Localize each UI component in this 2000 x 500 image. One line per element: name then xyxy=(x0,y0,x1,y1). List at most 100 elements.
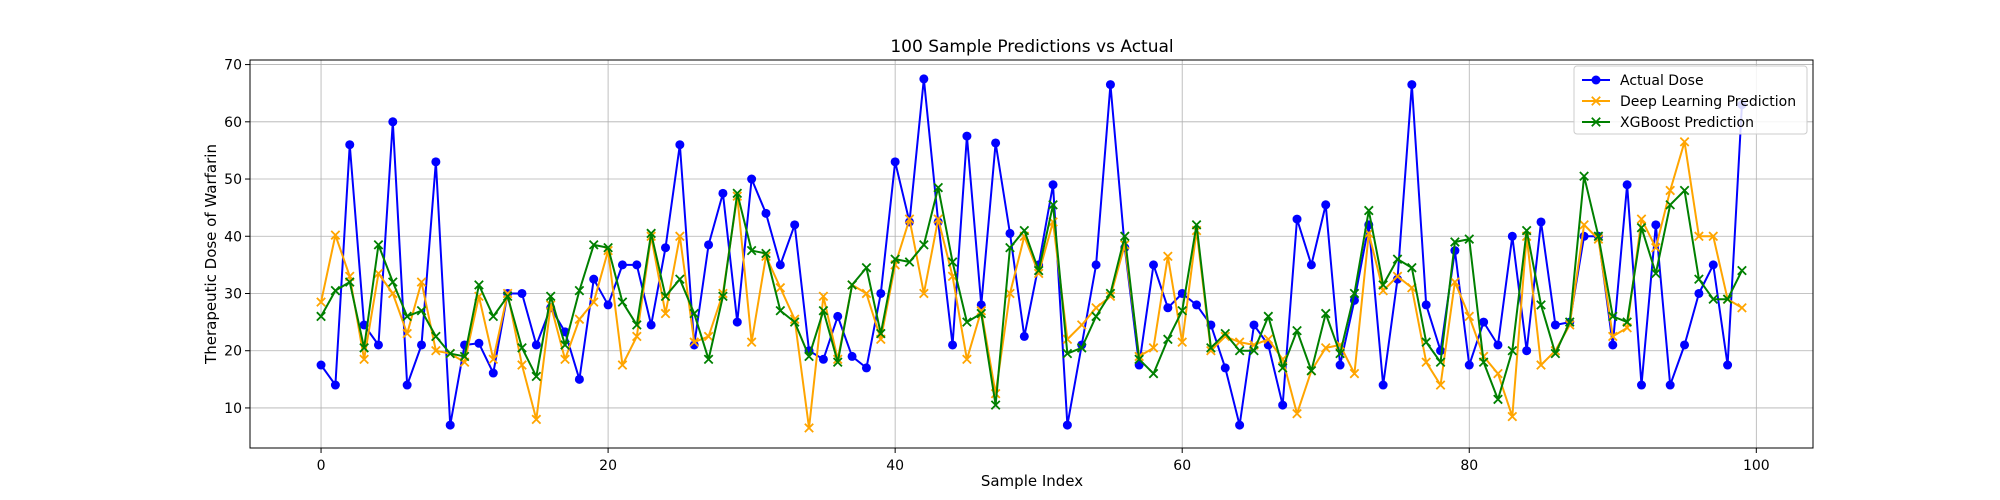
data-point xyxy=(832,357,843,367)
data-point xyxy=(316,311,326,322)
data-point xyxy=(1665,185,1676,196)
data-point xyxy=(1421,357,1432,367)
data-point xyxy=(833,311,843,321)
data-point xyxy=(1708,231,1719,242)
data-point xyxy=(890,254,900,264)
data-point xyxy=(919,74,929,84)
data-point xyxy=(574,285,585,296)
legend-marker xyxy=(1591,96,1601,106)
data-point xyxy=(689,340,699,350)
data-point xyxy=(617,260,627,270)
y-axis-label: Therapeutic Dose of Warfarin xyxy=(202,144,220,365)
data-point xyxy=(603,300,613,310)
data-point xyxy=(804,423,814,433)
data-point xyxy=(703,354,714,365)
data-point xyxy=(1651,242,1661,253)
data-point xyxy=(1550,320,1560,330)
data-point xyxy=(1206,345,1216,356)
data-point xyxy=(1148,260,1158,270)
data-point xyxy=(919,240,929,250)
data-point xyxy=(1522,346,1532,356)
data-point xyxy=(1651,268,1661,279)
data-point xyxy=(1220,331,1231,342)
data-point xyxy=(1421,300,1431,310)
data-point xyxy=(1435,380,1446,390)
data-point xyxy=(1306,365,1317,376)
data-point xyxy=(588,297,599,307)
data-point xyxy=(631,320,642,330)
series-xgboost-prediction xyxy=(316,171,1747,410)
data-point xyxy=(1651,220,1661,230)
data-point xyxy=(1105,288,1116,299)
data-point xyxy=(617,297,628,307)
data-point xyxy=(1163,334,1173,345)
data-point xyxy=(574,314,585,325)
data-point xyxy=(1694,288,1704,298)
data-point xyxy=(847,351,857,361)
data-point xyxy=(818,354,828,364)
data-point xyxy=(660,308,671,319)
data-point xyxy=(431,157,441,167)
data-point xyxy=(1507,345,1518,356)
data-point xyxy=(962,131,972,141)
data-point xyxy=(704,240,714,250)
data-point xyxy=(1349,368,1360,379)
data-point xyxy=(1479,317,1489,327)
data-point xyxy=(1076,320,1087,330)
data-point xyxy=(431,331,441,342)
data-point xyxy=(1134,354,1144,365)
chart-title: 100 Sample Predictions vs Actual xyxy=(890,37,1173,57)
data-point xyxy=(646,320,656,330)
data-point xyxy=(1421,337,1432,347)
data-point xyxy=(1708,260,1718,270)
data-point xyxy=(1033,265,1044,276)
data-point xyxy=(818,291,829,302)
x-tick-label: 80 xyxy=(1460,458,1478,474)
data-point xyxy=(1607,331,1618,342)
data-point xyxy=(387,277,398,287)
data-point xyxy=(1306,260,1316,270)
data-point xyxy=(1564,317,1575,327)
data-point xyxy=(560,340,570,350)
data-point xyxy=(947,257,958,267)
y-tick-label: 40 xyxy=(224,229,242,245)
data-point xyxy=(502,288,513,299)
data-point xyxy=(1607,311,1618,322)
data-point xyxy=(402,311,412,322)
y-axis: 10 20 30 40 50 60 70 xyxy=(224,58,250,417)
data-point xyxy=(1493,368,1503,379)
data-point xyxy=(1665,380,1675,390)
data-point xyxy=(1536,360,1546,370)
data-point xyxy=(431,345,441,356)
data-point xyxy=(359,354,369,365)
data-point xyxy=(1378,280,1388,290)
x-tick-label: 100 xyxy=(1743,458,1770,474)
data-point xyxy=(330,285,341,296)
x-axis-label: Sample Index xyxy=(981,472,1083,490)
data-point xyxy=(919,288,929,299)
data-point xyxy=(1335,360,1345,370)
data-point xyxy=(933,214,944,224)
data-point xyxy=(675,231,685,242)
data-point xyxy=(1363,205,1374,216)
data-point xyxy=(660,291,671,302)
data-point xyxy=(1177,337,1188,347)
x-tick-label: 60 xyxy=(1173,458,1191,474)
y-tick-label: 10 xyxy=(224,401,242,417)
data-point xyxy=(1378,380,1388,390)
data-point xyxy=(1062,420,1072,430)
data-point xyxy=(1593,231,1604,242)
data-point xyxy=(703,331,714,342)
data-point xyxy=(359,343,369,353)
y-tick-label: 60 xyxy=(224,115,242,131)
data-point xyxy=(1464,234,1475,244)
data-point xyxy=(531,414,542,425)
data-point xyxy=(948,340,958,350)
data-point xyxy=(790,220,800,230)
data-point xyxy=(1320,308,1331,319)
data-point xyxy=(1622,317,1632,327)
series-line-deep-learning-prediction xyxy=(320,140,1743,429)
data-point xyxy=(1723,360,1733,370)
data-point xyxy=(775,260,785,270)
data-point xyxy=(890,157,900,167)
